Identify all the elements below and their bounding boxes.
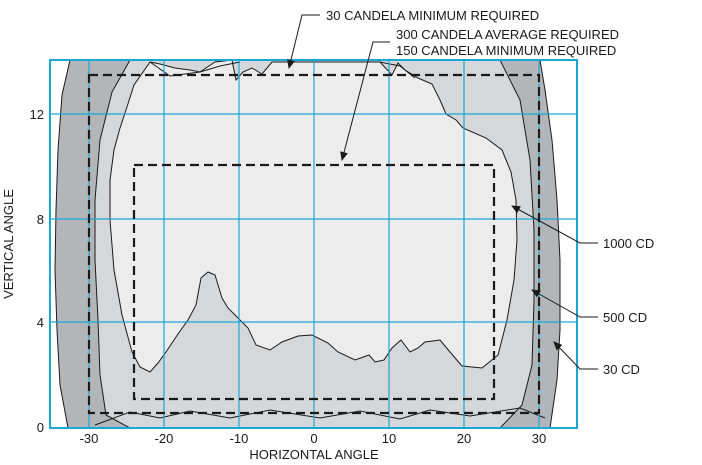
outer-dashed-boundary <box>87 73 541 415</box>
leader-500cd <box>531 289 598 318</box>
label-30cd-minimum: 30 CANDELA MINIMUM REQUIRED <box>326 8 539 23</box>
label-30cd: 30 CD <box>603 362 640 377</box>
label-500cd: 500 CD <box>603 310 647 325</box>
y-tick-12: 12 <box>30 107 44 122</box>
leader-30cd-minimum <box>287 14 320 69</box>
x-tick-20: 20 <box>457 431 471 446</box>
y-tick-0: 0 <box>37 420 44 435</box>
leader-30cd <box>553 341 598 370</box>
x-axis-label: HORIZONTAL ANGLE <box>249 447 379 462</box>
x-tick-0: 0 <box>310 431 317 446</box>
y-tick-8: 8 <box>37 212 44 227</box>
x-tick-30: 30 <box>532 431 546 446</box>
label-300cd-average: 300 CANDELA AVERAGE REQUIRED <box>396 27 619 42</box>
leader-300cd-average <box>340 41 390 161</box>
x-tick-10n: -10 <box>230 431 249 446</box>
label-150cd-minimum: 150 CANDELA MINIMUM REQUIRED <box>396 43 616 58</box>
top-band-edge <box>149 61 416 79</box>
inner-dashed-boundary <box>132 163 496 401</box>
bottom-band-edge <box>94 407 546 426</box>
x-tick-20n: -20 <box>155 431 174 446</box>
x-tick-30n: -30 <box>80 431 99 446</box>
grid <box>49 59 578 429</box>
y-tick-4: 4 <box>37 315 44 330</box>
x-tick-10: 10 <box>382 431 396 446</box>
leader-lines <box>287 14 598 370</box>
label-1000cd: 1000 CD <box>603 236 654 251</box>
leader-1000cd <box>511 205 598 244</box>
y-axis-label: VERTICAL ANGLE <box>1 189 16 299</box>
